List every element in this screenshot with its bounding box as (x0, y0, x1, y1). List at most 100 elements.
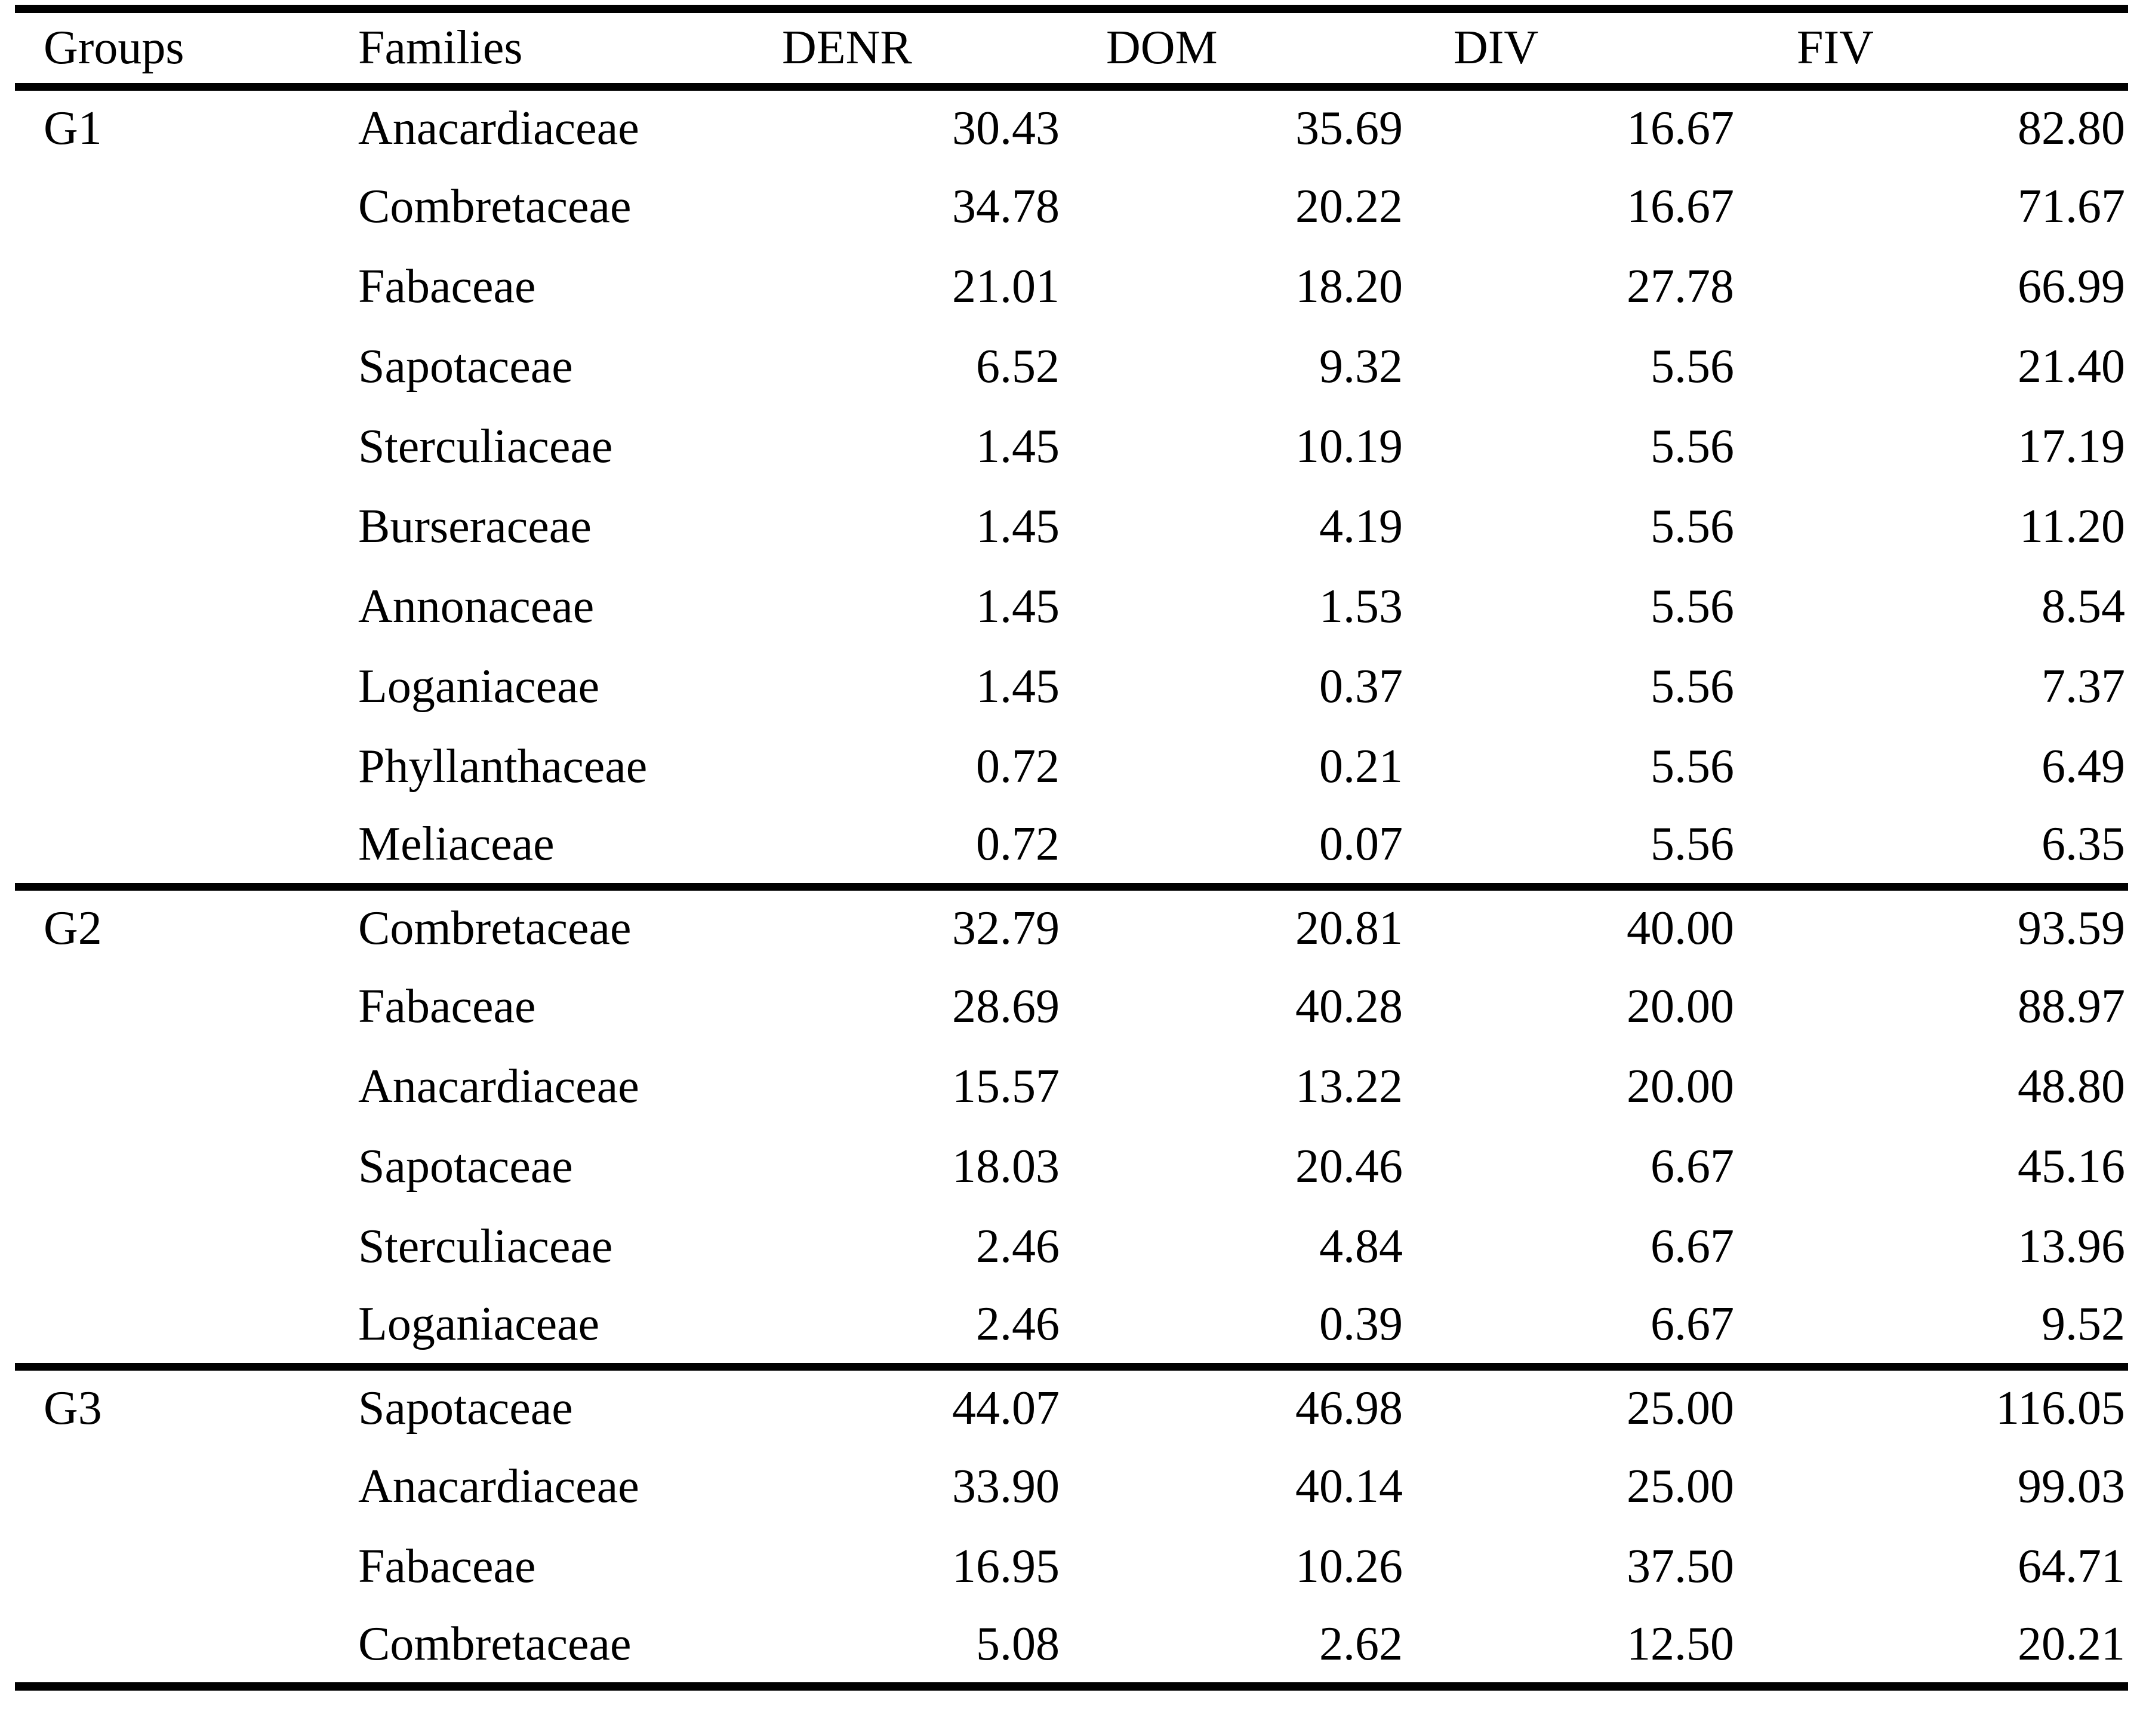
dom-cell: 40.28 (1295, 980, 1403, 1033)
dom-cell: 0.37 (1319, 660, 1403, 713)
group-cell (15, 1446, 316, 1526)
div-cell: 27.78 (1627, 260, 1734, 313)
fiv-cell: 20.21 (2018, 1618, 2125, 1670)
denr-cell: 1.45 (976, 420, 1060, 473)
group-cell (15, 487, 316, 567)
family-cell: Fabaceae (358, 1540, 536, 1593)
dom-cell: 46.98 (1295, 1381, 1403, 1435)
column-header-groups: Groups (44, 21, 184, 74)
table-row: Sterculiaceae 1.45 10.19 5.56 17.19 (15, 407, 2128, 487)
table-row: Fabaceae 16.95 10.26 37.50 64.71 (15, 1526, 2128, 1606)
dom-cell: 10.26 (1295, 1540, 1403, 1593)
table-header: Groups Families DENR DOM DIV FIV (15, 9, 2128, 87)
table-row: Loganiaceae 1.45 0.37 5.56 7.37 (15, 647, 2128, 727)
family-cell: Meliaceae (358, 818, 555, 871)
denr-cell: 18.03 (952, 1140, 1060, 1193)
header-row: Groups Families DENR DOM DIV FIV (15, 9, 2128, 87)
denr-cell: 1.45 (976, 580, 1060, 633)
family-cell: Sterculiaceae (358, 1220, 613, 1273)
dom-cell: 13.22 (1295, 1060, 1403, 1113)
denr-cell: 0.72 (976, 818, 1060, 871)
fiv-cell: 93.59 (2018, 901, 2125, 955)
dom-cell: 20.46 (1295, 1140, 1403, 1193)
table-row: Loganiaceae 2.46 0.39 6.67 9.52 (15, 1286, 2128, 1366)
div-cell: 25.00 (1627, 1381, 1734, 1435)
family-cell: Anacardiaceae (358, 101, 639, 155)
group-cell (15, 167, 316, 247)
fiv-cell: 71.67 (2018, 180, 2125, 233)
group-cell (15, 1286, 316, 1366)
table-row: Anacardiaceae 33.90 40.14 25.00 99.03 (15, 1446, 2128, 1526)
fiv-cell: 88.97 (2018, 980, 2125, 1033)
group-cell (15, 647, 316, 727)
dom-cell: 9.32 (1319, 340, 1403, 393)
denr-cell: 2.46 (976, 1220, 1060, 1273)
family-cell: Burseraceae (358, 500, 592, 553)
family-cell: Loganiaceae (358, 1298, 600, 1351)
div-cell: 37.50 (1627, 1540, 1734, 1593)
column-header-fiv: FIV (1797, 21, 1874, 74)
div-cell: 16.67 (1627, 101, 1734, 155)
denr-cell: 1.45 (976, 500, 1060, 553)
table-row: Meliaceae 0.72 0.07 5.56 6.35 (15, 807, 2128, 887)
group-cell (15, 967, 316, 1046)
div-cell: 25.00 (1627, 1460, 1734, 1513)
table-row: Fabaceae 28.69 40.28 20.00 88.97 (15, 967, 2128, 1046)
div-cell: 5.56 (1651, 818, 1734, 871)
column-header-dom: DOM (1106, 21, 1218, 74)
dom-cell: 4.19 (1319, 500, 1403, 553)
table-row: Combretaceae 34.78 20.22 16.67 71.67 (15, 167, 2128, 247)
table-row: Sterculiaceae 2.46 4.84 6.67 13.96 (15, 1206, 2128, 1286)
denr-cell: 33.90 (952, 1460, 1060, 1513)
table-row: Fabaceae 21.01 18.20 27.78 66.99 (15, 247, 2128, 327)
dom-cell: 10.19 (1295, 420, 1403, 473)
div-cell: 5.56 (1651, 580, 1734, 633)
group-section-g1: G1 Anacardiaceae 30.43 35.69 16.67 82.80 Combr… (15, 87, 2128, 887)
table-row: Combretaceae 5.08 2.62 12.50 20.21 (15, 1606, 2128, 1686)
group-cell (15, 807, 316, 887)
family-cell: Combretaceae (358, 901, 632, 955)
dom-cell: 18.20 (1295, 260, 1403, 313)
group-cell (15, 1606, 316, 1686)
group-cell (15, 1206, 316, 1286)
dom-cell: 20.22 (1295, 180, 1403, 233)
div-cell: 6.67 (1651, 1140, 1734, 1193)
group-cell (15, 727, 316, 807)
group-section-g3: G3 Sapotaceae 44.07 46.98 25.00 116.05 Anacard… (15, 1366, 2128, 1686)
fiv-cell: 7.37 (2042, 660, 2125, 713)
denr-cell: 44.07 (952, 1381, 1060, 1435)
fiv-cell: 6.35 (2042, 818, 2125, 871)
group-cell (15, 327, 316, 407)
div-cell: 5.56 (1651, 660, 1734, 713)
div-cell: 5.56 (1651, 500, 1734, 553)
group-cell (15, 567, 316, 647)
denr-cell: 28.69 (952, 980, 1060, 1033)
denr-cell: 34.78 (952, 180, 1060, 233)
group-cell (15, 1046, 316, 1126)
denr-cell: 5.08 (976, 1618, 1060, 1670)
denr-cell: 21.01 (952, 260, 1060, 313)
dom-cell: 35.69 (1295, 101, 1403, 155)
family-cell: Sapotaceae (358, 340, 573, 393)
family-cell: Combretaceae (358, 180, 632, 233)
group-cell: G3 (44, 1381, 102, 1435)
group-cell (15, 1526, 316, 1606)
table-sheet: Groups Families DENR DOM DIV FIV G1 Anaca… (15, 5, 2128, 1691)
denr-cell: 6.52 (976, 340, 1060, 393)
fiv-cell: 11.20 (2019, 500, 2125, 553)
fiv-cell: 116.05 (1995, 1381, 2125, 1435)
table-row: Phyllanthaceae 0.72 0.21 5.56 6.49 (15, 727, 2128, 807)
fiv-cell: 64.71 (2018, 1540, 2125, 1593)
dom-cell: 4.84 (1319, 1220, 1403, 1273)
group-cell: G2 (44, 901, 102, 955)
div-cell: 12.50 (1627, 1618, 1734, 1670)
fiv-cell: 13.96 (2018, 1220, 2125, 1273)
fiv-cell: 45.16 (2018, 1140, 2125, 1193)
table-row: Sapotaceae 6.52 9.32 5.56 21.40 (15, 327, 2128, 407)
dom-cell: 2.62 (1319, 1618, 1403, 1670)
family-cell: Fabaceae (358, 980, 536, 1033)
denr-cell: 2.46 (976, 1298, 1060, 1351)
family-cell: Sapotaceae (358, 1140, 573, 1193)
div-cell: 6.67 (1651, 1298, 1734, 1351)
